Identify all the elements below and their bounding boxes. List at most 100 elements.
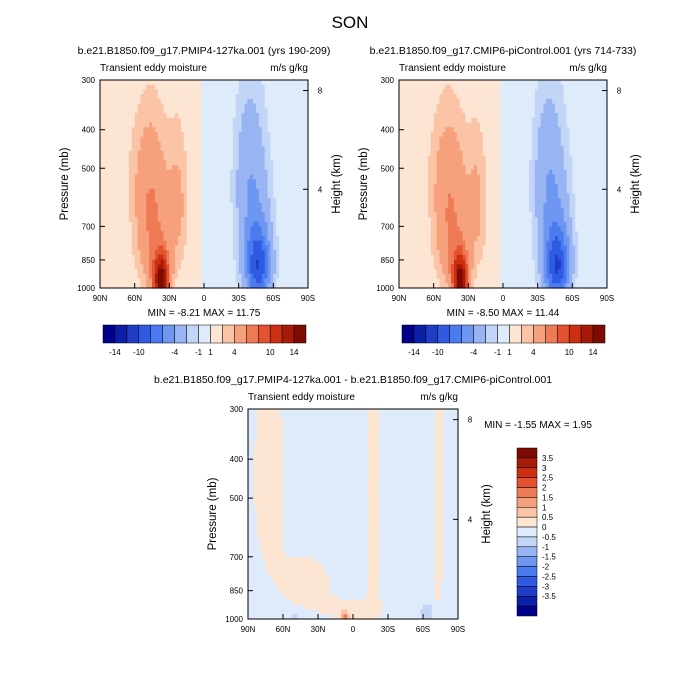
field-cell	[111, 132, 116, 138]
field-cell	[209, 212, 214, 218]
field-cell	[126, 193, 130, 199]
field-cell	[105, 240, 110, 247]
field-cell	[276, 103, 280, 109]
field-cell	[140, 273, 144, 280]
field-cell	[149, 103, 153, 109]
field-cell	[192, 254, 196, 261]
field-cell	[284, 236, 289, 242]
field-cell	[102, 113, 107, 119]
field-cell	[244, 283, 248, 289]
field-cell	[227, 236, 231, 242]
field-cell	[198, 113, 202, 119]
field-cell	[244, 269, 248, 275]
field-cell	[241, 103, 246, 109]
field-cell	[178, 193, 182, 199]
field-cell	[290, 226, 295, 232]
field-cell	[290, 245, 295, 251]
field-cell	[253, 188, 257, 195]
field-cell	[140, 117, 144, 124]
field-cell	[235, 141, 240, 147]
field-cell	[247, 278, 251, 284]
field-cell	[224, 269, 228, 275]
field-cell	[114, 89, 118, 95]
field-cell	[273, 250, 277, 256]
field-cell	[215, 202, 220, 209]
field-cell	[276, 212, 280, 218]
field-cell	[264, 141, 269, 147]
field-cell	[287, 94, 292, 100]
field-cell	[195, 259, 199, 265]
field-cell	[192, 179, 196, 185]
field-cell	[215, 264, 220, 270]
field-cell	[140, 217, 144, 223]
field-cell	[287, 283, 292, 289]
field-cell	[201, 254, 205, 261]
field-cell	[299, 80, 303, 86]
field-cell	[120, 122, 124, 128]
field-cell	[175, 132, 179, 138]
field-cell	[595, 84, 599, 91]
field-cell	[261, 160, 266, 166]
field-cell	[189, 269, 194, 275]
field-cell	[273, 141, 277, 147]
field-cell	[123, 150, 127, 157]
field-cell	[230, 226, 234, 232]
field-cell	[244, 188, 248, 195]
field-cell	[575, 80, 579, 86]
field-cell	[126, 174, 130, 180]
field-cell	[108, 108, 113, 114]
field-cell	[256, 103, 260, 109]
field-cell	[120, 127, 124, 133]
field-cell	[279, 198, 283, 204]
field-cell	[102, 188, 107, 195]
field-cell	[212, 259, 217, 265]
field-cell	[477, 89, 481, 95]
field-cell	[152, 89, 156, 95]
field-cell	[572, 80, 576, 86]
field-cell	[160, 132, 165, 138]
field-cell	[108, 254, 113, 261]
field-cell	[250, 122, 254, 128]
field-cell	[111, 184, 116, 190]
field-cell	[160, 117, 165, 124]
field-cell	[299, 174, 303, 180]
field-cell	[152, 122, 156, 128]
field-cell	[209, 193, 214, 199]
field-cell	[172, 127, 176, 133]
field-cell	[160, 141, 165, 147]
field-cell	[296, 113, 300, 119]
field-cell	[172, 240, 176, 247]
field-cell	[154, 132, 159, 138]
field-cell	[250, 264, 254, 270]
field-cell	[241, 231, 246, 237]
field-cell	[227, 113, 231, 119]
field-cell	[261, 150, 266, 157]
field-cell	[256, 127, 260, 133]
field-cell	[284, 226, 289, 232]
field-cell	[172, 165, 176, 171]
field-cell	[273, 136, 277, 143]
field-cell	[296, 169, 300, 176]
field-cell	[293, 174, 298, 180]
field-cell	[232, 141, 237, 147]
field-cell	[160, 193, 165, 199]
field-cell	[261, 80, 266, 86]
field-cell	[198, 169, 202, 176]
field-cell	[123, 245, 127, 251]
field-cell	[152, 283, 156, 289]
field-cell	[143, 150, 147, 157]
field-cell	[296, 184, 300, 190]
field-cell	[258, 117, 263, 124]
field-cell	[146, 103, 150, 109]
field-cell	[287, 141, 292, 147]
field-cell	[120, 169, 124, 176]
field-cell	[149, 273, 153, 280]
field-cell	[235, 103, 240, 109]
field-cell	[126, 236, 130, 242]
field-cell	[102, 240, 107, 247]
field-cell	[131, 264, 136, 270]
field-cell	[267, 84, 272, 91]
field-cell	[439, 89, 443, 95]
field-cell	[131, 259, 136, 265]
field-cell	[459, 80, 464, 86]
